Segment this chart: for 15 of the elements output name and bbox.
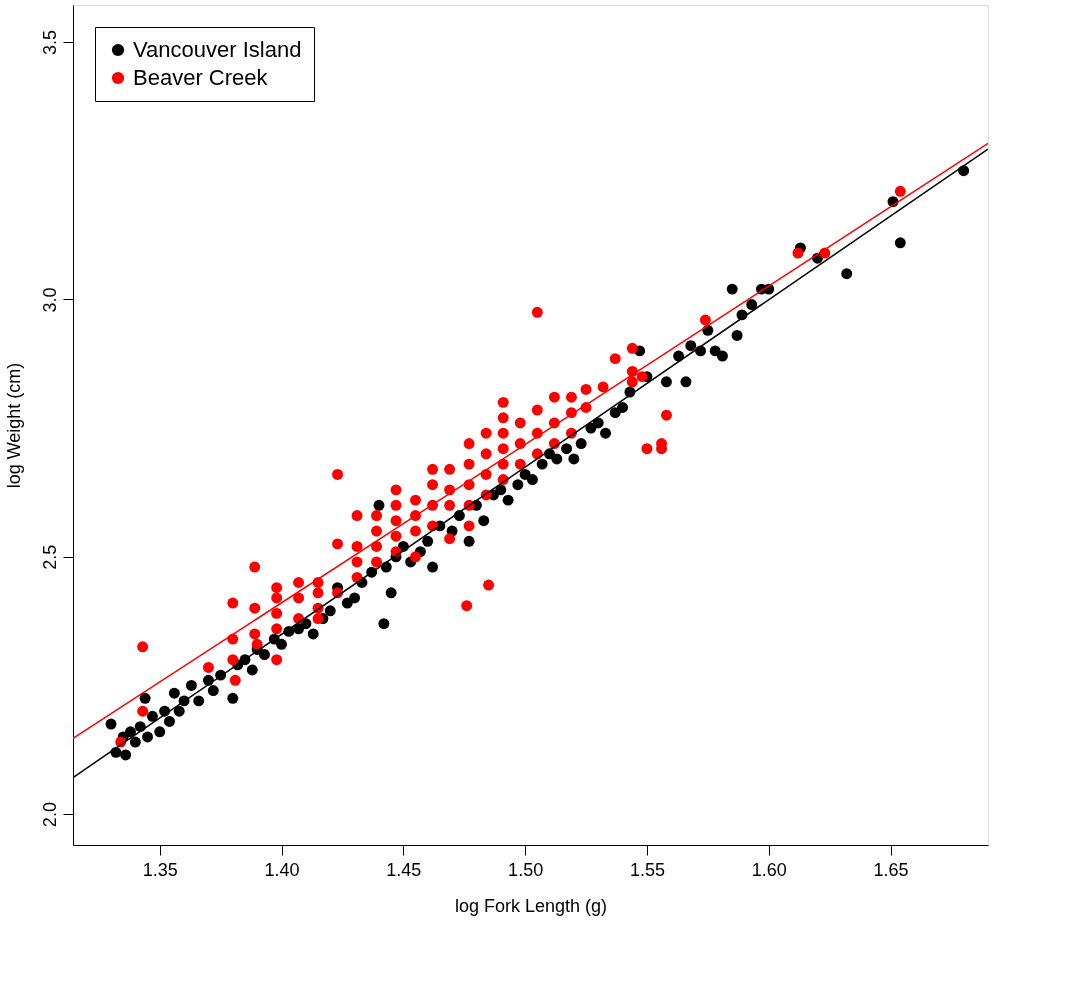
x-tick-label: 1.65 xyxy=(873,859,909,880)
x-axis-title: log Fork Length (g) xyxy=(454,895,608,916)
legend-label: Beaver Creek xyxy=(133,65,269,90)
x-tick-label: 1.50 xyxy=(508,859,544,880)
y-tick-label: 3.5 xyxy=(39,30,60,56)
y-axis-title: log Weight (cm) xyxy=(3,362,24,489)
x-tick-label: 1.60 xyxy=(751,859,787,880)
y-tick-label: 3.0 xyxy=(39,287,60,313)
legend-label: Vancouver Island xyxy=(133,37,302,62)
y-tick-label: 2.5 xyxy=(39,544,60,570)
x-tick-label: 1.35 xyxy=(142,859,178,880)
x-tick-label: 1.55 xyxy=(629,859,665,880)
x-tick-label: 1.45 xyxy=(386,859,422,880)
x-tick-label: 1.40 xyxy=(264,859,300,880)
y-tick-label: 2.0 xyxy=(39,802,60,828)
